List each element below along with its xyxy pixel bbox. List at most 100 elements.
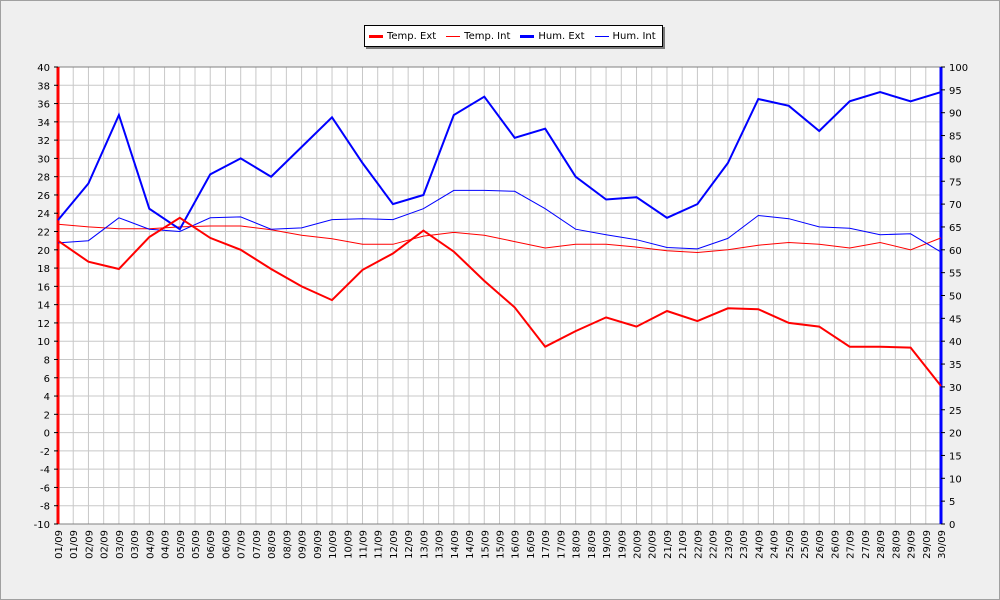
x-axis-tick-label: 14/09 xyxy=(450,530,461,559)
x-axis-tick-label: 18/09 xyxy=(572,530,583,559)
x-axis-tick-label: 20/09 xyxy=(633,530,644,559)
legend-swatch-hum-ext xyxy=(520,34,535,38)
x-axis-tick-label: 28/09 xyxy=(876,530,887,559)
left-axis-tick-label: 32 xyxy=(37,136,50,147)
x-axis-tick-label: 29/09 xyxy=(907,530,918,559)
x-axis-tick-label: 24/09 xyxy=(770,530,781,559)
left-axis-tick-label: 28 xyxy=(37,173,50,184)
x-axis-tick-label: 07/09 xyxy=(252,530,263,559)
left-axis-tick-label: 30 xyxy=(37,154,50,165)
left-axis-tick-label: 12 xyxy=(37,319,50,330)
x-axis-tick-label: 28/09 xyxy=(891,530,902,559)
legend-swatch-hum-int xyxy=(594,35,609,37)
x-axis-tick-label: 23/09 xyxy=(724,530,735,559)
right-axis-tick-label: 75 xyxy=(949,177,962,188)
x-axis-tick-label: 15/09 xyxy=(480,530,491,559)
x-axis-tick-label: 02/09 xyxy=(84,530,95,559)
x-axis-tick-label: 21/09 xyxy=(678,530,689,559)
x-axis-tick-label: 15/09 xyxy=(496,530,507,559)
x-axis-tick-label: 10/09 xyxy=(328,530,339,559)
left-axis-tick-label: 22 xyxy=(37,228,50,239)
right-axis-tick-label: 100 xyxy=(949,63,968,74)
x-axis-tick-label: 09/09 xyxy=(298,530,309,559)
left-axis-tick-label: 24 xyxy=(37,209,50,220)
right-axis-tick-label: 70 xyxy=(949,200,962,211)
legend-item-temp-ext: Temp. Ext xyxy=(369,31,436,42)
left-axis-tick-label: 26 xyxy=(37,191,50,202)
right-axis-tick-label: 95 xyxy=(949,86,962,97)
x-axis-tick-label: 08/09 xyxy=(267,530,278,559)
left-axis-tick-label: -10 xyxy=(34,520,50,531)
x-axis-tick-label: 14/09 xyxy=(465,530,476,559)
right-axis-tick-label: 60 xyxy=(949,246,962,257)
right-axis-tick-label: 5 xyxy=(949,497,955,508)
x-axis-tick-label: 20/09 xyxy=(648,530,659,559)
right-axis-tick-label: 90 xyxy=(949,109,962,120)
x-axis-tick-label: 25/09 xyxy=(785,530,796,559)
right-axis-tick-label: 80 xyxy=(949,154,962,165)
left-axis-tick-label: -2 xyxy=(40,447,50,458)
series-line-temp-int xyxy=(57,223,942,254)
x-axis-tick-label: 09/09 xyxy=(313,530,324,559)
right-axis-tick-label: 15 xyxy=(949,451,962,462)
right-axis-tick-label: 40 xyxy=(949,337,962,348)
x-axis-tick-label: 08/09 xyxy=(282,530,293,559)
right-axis-tick-label: 85 xyxy=(949,132,962,143)
series-line-hum-int xyxy=(57,189,942,253)
chart-legend: Temp. Ext Temp. Int Hum. Ext Hum. Int xyxy=(364,25,663,47)
x-axis-tick-label: 30/09 xyxy=(937,530,948,559)
left-axis-tick-label: 0 xyxy=(44,429,50,440)
left-axis-tick-label: 40 xyxy=(37,63,50,74)
legend-label-temp-int: Temp. Int xyxy=(464,30,511,42)
left-axis-tick-label: 8 xyxy=(44,355,50,366)
series-line-temp-ext xyxy=(57,216,942,387)
left-axis-tick-label: 16 xyxy=(37,282,50,293)
left-axis-tick-labels: -10-8-6-4-202468101214161820222426283032… xyxy=(34,63,58,531)
left-axis-tick-label: 14 xyxy=(37,301,50,312)
x-axis-tick-label: 22/09 xyxy=(709,530,720,559)
legend-item-temp-int: Temp. Int xyxy=(446,31,510,42)
x-axis-tick-label: 12/09 xyxy=(404,530,415,559)
x-axis-tick-label: 12/09 xyxy=(389,530,400,559)
right-axis-tick-label: 0 xyxy=(949,520,955,531)
legend-swatch-temp-int xyxy=(446,35,461,37)
left-axis-tick-label: 38 xyxy=(37,81,50,92)
x-axis-tick-label: 05/09 xyxy=(176,530,187,559)
x-axis-tick-label: 06/09 xyxy=(206,530,217,559)
legend-item-hum-ext: Hum. Ext xyxy=(520,30,585,42)
right-axis-tick-label: 55 xyxy=(949,269,962,280)
x-axis-tick-label: 04/09 xyxy=(161,530,172,559)
right-axis-tick-labels: 0 5 10 15 20 25 30 35 40 45 50 55 60 65 70 75 80 85 90 95 10… xyxy=(941,63,968,531)
x-axis-tick-label: 11/09 xyxy=(374,530,385,559)
left-axis-tick-label: 6 xyxy=(44,374,50,385)
right-axis-tick-label: 20 xyxy=(949,429,962,440)
legend-label-temp-ext: Temp. Ext xyxy=(387,30,437,42)
x-axis-tick-label: 07/09 xyxy=(237,530,248,559)
left-axis-tick-label: 36 xyxy=(37,100,50,111)
x-axis-tick-label: 03/09 xyxy=(130,530,141,559)
right-axis-tick-label: 65 xyxy=(949,223,962,234)
x-axis-tick-label: 17/09 xyxy=(556,530,567,559)
left-axis-tick-label: -8 xyxy=(40,502,50,513)
x-axis-tick-label: 27/09 xyxy=(861,530,872,559)
x-axis-tick-label: 03/09 xyxy=(115,530,126,559)
legend-label-hum-ext: Hum. Ext xyxy=(538,30,585,42)
right-axis-tick-label: 35 xyxy=(949,360,962,371)
x-axis-tick-label: 25/09 xyxy=(800,530,811,559)
x-axis-tick-label: 02/09 xyxy=(100,530,111,559)
x-axis-tick-label: 18/09 xyxy=(587,530,598,559)
x-axis-tick-label: 06/09 xyxy=(221,530,232,559)
left-axis-tick-label: 20 xyxy=(37,246,50,257)
right-axis-tick-label: 45 xyxy=(949,314,962,325)
left-axis-tick-label: 18 xyxy=(37,264,50,275)
x-axis-tick-label: 29/09 xyxy=(922,530,933,559)
left-axis-tick-label: -6 xyxy=(40,483,50,494)
x-axis-tick-label: 27/09 xyxy=(846,530,857,559)
left-axis-tick-label: 2 xyxy=(44,410,50,421)
left-axis-tick-label: 34 xyxy=(37,118,50,129)
right-axis-tick-label: 30 xyxy=(949,383,962,394)
x-axis-tick-label: 10/09 xyxy=(343,530,354,559)
x-axis-tick-label: 26/09 xyxy=(815,530,826,559)
left-axis-tick-label: -4 xyxy=(40,465,50,476)
